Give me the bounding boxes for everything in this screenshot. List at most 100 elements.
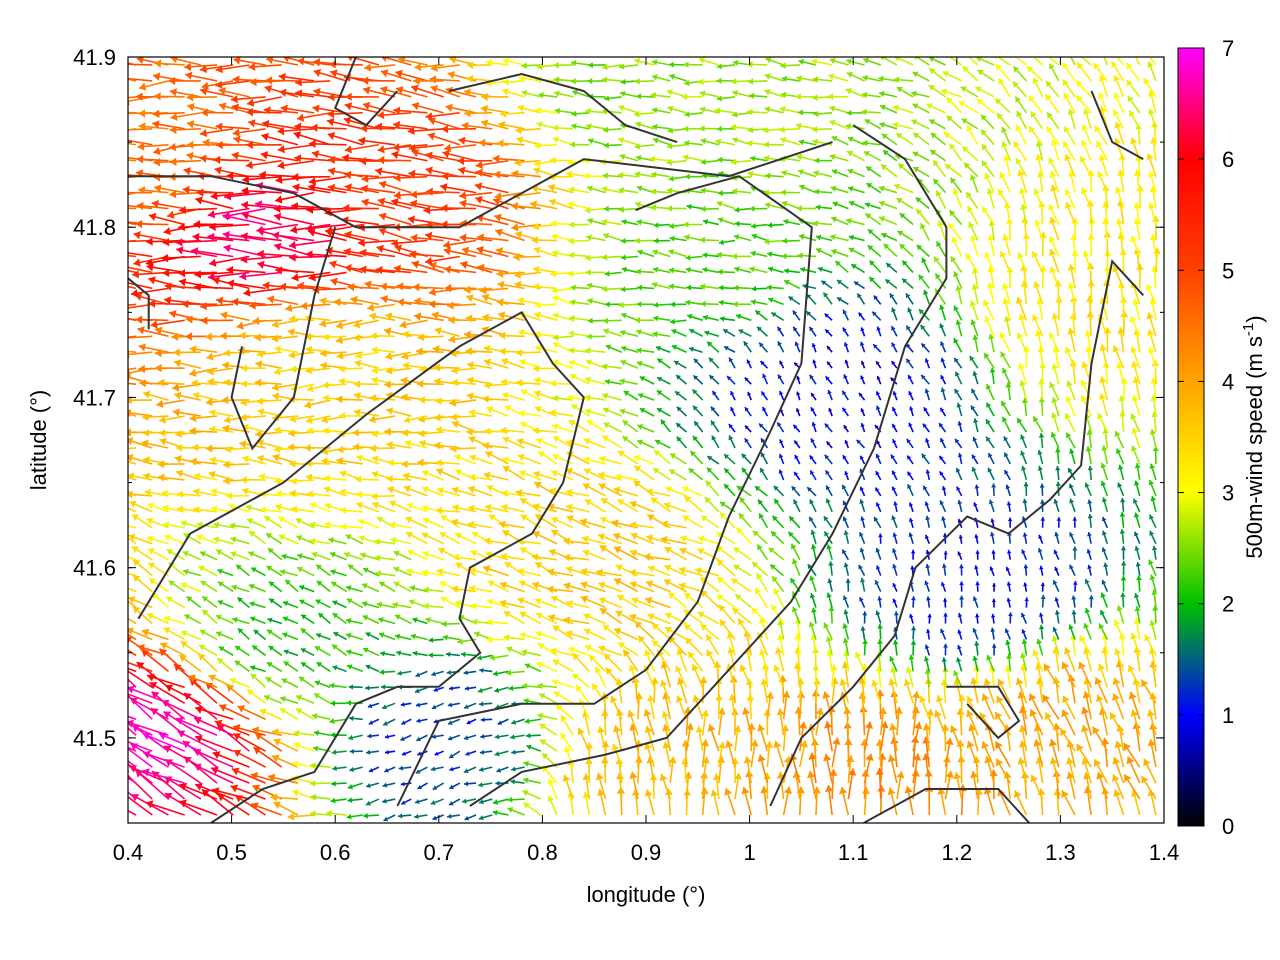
wind-arrow-head [796,205,802,212]
wind-arrow-head [523,802,530,809]
wind-arrow-head [941,563,947,568]
wind-arrow-head [685,299,691,306]
wind-arrow-head [183,533,190,539]
wind-arrow-head [920,324,926,330]
wind-arrow-head [566,599,573,608]
wind-arrow-head [736,486,743,492]
wind-arrow-head [346,649,352,656]
wind-arrow-head [940,407,945,412]
wind-arrow-head [600,516,608,524]
wind-arrow-head [1102,201,1110,208]
wind-arrow-head [310,780,316,787]
wind-arrow-head [300,628,307,634]
wind-arrow-head [255,360,263,369]
wind-arrow-head [538,451,545,458]
wind-arrow-head [1063,647,1072,655]
wind-arrow-head [346,664,353,670]
wind-arrow-head [1083,623,1090,629]
wind-arrow-head [773,588,780,595]
wind-arrow-head [1084,579,1090,584]
wind-arrow-head [777,374,782,379]
wind-arrow-head [800,740,809,748]
wind-arrow-head [1130,632,1138,640]
wind-arrow-head [425,616,431,624]
wind-arrow-head [568,359,575,367]
wind-arrow-head [175,238,183,247]
wind-arrow-head [939,455,944,461]
wind-arrow-head [523,777,529,784]
wind-arrow-head [775,647,783,655]
wind-arrow-head [480,717,485,723]
wind-arrow-head [1117,482,1123,488]
wind-arrow-head [213,521,220,529]
wind-arrow-head [209,409,216,417]
wind-arrow [145,801,185,816]
wind-arrow-head [147,673,155,682]
wind-arrow-head [905,666,913,673]
wind-arrow-head [371,492,378,501]
wind-arrow-head [583,613,591,621]
wind-arrow-head [586,359,593,366]
wind-arrow-head [575,685,583,692]
wind-arrow-head [271,754,280,763]
wind-arrow-head [923,485,928,491]
wind-arrow-head [446,669,452,676]
wind-arrow-head [1018,313,1026,321]
wind-arrow-head [671,329,677,335]
wind-arrow-head [483,381,491,390]
wind-arrow-head [1094,677,1103,686]
wind-arrow [158,732,202,752]
wind-arrow-head [330,277,338,286]
wind-arrow-head [1033,416,1039,423]
wind-arrow-head [945,737,954,746]
wind-arrow-head [615,709,624,716]
wind-arrow-head [115,592,122,599]
wind-arrow-head [768,266,774,273]
wind-arrow-head [486,618,493,626]
wind-arrow-head [412,617,418,623]
wind-arrow-head [241,364,248,373]
wind-arrow-head [1038,433,1045,438]
wind-arrow-head [290,225,298,234]
wind-arrow-head [448,335,456,344]
wind-arrow-head [794,341,800,347]
wind-arrow-head [730,708,739,715]
wind-arrow-head [685,637,693,645]
wind-arrow-head [972,436,978,442]
wind-arrow-head [1103,562,1109,568]
wind-arrow-head [534,390,542,398]
wind-arrow-head [143,472,151,481]
wind-arrow-head [598,645,606,653]
wind-arrow-head [585,269,591,276]
wind-arrow-head [563,537,571,546]
wind-arrow-head [707,341,713,347]
wind-arrow-head [1066,380,1073,387]
wind-arrow-head [995,741,1003,750]
wind-arrow-head [345,534,352,541]
wind-arrow [128,721,169,736]
wind-arrow-head [331,749,337,756]
wind-arrow-head [464,686,469,691]
wind-arrow-head [400,736,406,741]
wind-arrow-head [974,565,979,570]
wind-arrow-head [825,498,831,504]
wind-arrow-head [450,349,457,358]
wind-arrow-head [1123,743,1131,751]
wind-arrow-head [651,281,658,288]
wind-arrow-head [910,565,915,570]
wind-arrow-head [676,423,681,428]
wind-arrow-head [501,358,509,366]
wind-arrow-head [349,715,354,722]
wind-arrow-head [493,670,499,677]
wind-arrow-head [273,738,282,746]
wind-arrow-head [434,327,442,335]
wind-arrow-head [924,668,931,675]
wind-arrow-head [353,380,361,388]
wind-arrow-head [774,498,780,505]
wind-arrow [128,633,137,641]
wind-arrow-head [552,423,559,431]
wind-arrow-head [823,622,830,629]
wind-arrow-head [290,505,298,513]
wind-arrow-head [157,460,165,469]
wind-arrow-head [570,284,576,291]
